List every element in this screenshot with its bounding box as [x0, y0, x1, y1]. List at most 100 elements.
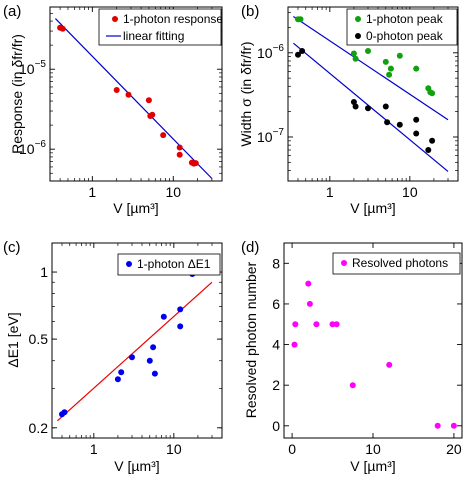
data-point [177, 323, 184, 330]
data-point [425, 147, 432, 153]
y-tick-label: 2 [272, 377, 280, 393]
x-tick-label: 0 [288, 441, 296, 457]
data-point [429, 90, 436, 97]
data-point [396, 52, 403, 59]
legend-marker [341, 260, 347, 266]
data-point [382, 103, 389, 110]
legend-marker [355, 16, 361, 22]
y-tick-label: 0.2 [29, 420, 49, 436]
legend-marker [112, 16, 118, 22]
y-axis-label-c: ΔE1 [eV] [5, 312, 21, 367]
data-point [386, 71, 393, 78]
plot-frame-b [287, 6, 459, 182]
plot-frame-a [49, 6, 223, 182]
data-point [313, 321, 320, 328]
panel-label-d: (d) [241, 239, 259, 256]
data-point [365, 48, 371, 54]
data-point [429, 137, 436, 144]
y-tick-label: 8 [272, 255, 280, 271]
data-point [387, 65, 394, 72]
data-point [150, 344, 157, 351]
data-point [384, 119, 391, 126]
legend-label: 1-photon ΔE1 [137, 257, 211, 271]
y-tick-label: 0.5 [29, 331, 49, 347]
data-point [59, 25, 66, 32]
data-point [61, 409, 68, 416]
y-tick-label: 4 [272, 337, 280, 353]
data-point [352, 55, 359, 62]
legend-a: 1-photon response linear fitting [98, 8, 223, 46]
data-point [396, 121, 403, 128]
legend-label: Resolved photons [352, 256, 448, 270]
fit-line [54, 18, 213, 179]
x-tick-label: 10 [365, 441, 381, 457]
data-point [450, 422, 457, 429]
data-point [146, 357, 153, 364]
data-point [292, 321, 299, 328]
x-axis-label-b: V [µm³] [350, 200, 395, 216]
x-axis-label-c: V [µm³] [114, 458, 159, 474]
data-point [349, 382, 356, 389]
data-point [434, 422, 441, 429]
panel-label-b: (b) [241, 3, 259, 20]
plot-frame-d [283, 242, 463, 439]
data-point [413, 116, 420, 123]
data-point [177, 306, 184, 313]
data-point [295, 51, 301, 58]
x-axis-label-a: V [µm³] [113, 200, 158, 216]
data-point [125, 91, 132, 98]
data-point [413, 130, 420, 137]
data-point [329, 321, 336, 328]
x-tick-label: 1 [88, 184, 96, 200]
x-tick-label: 10 [166, 441, 182, 457]
panel-label-c: (c) [3, 239, 21, 256]
data-point [413, 65, 420, 72]
y-axis-label-d: Resolved photon number [243, 261, 259, 418]
data-point [382, 58, 389, 65]
legend-marker [355, 33, 361, 39]
data-point [291, 341, 298, 348]
fit-line [293, 16, 449, 121]
plot-frame-c [51, 242, 223, 439]
data-point [176, 151, 183, 158]
x-tick-label: 10 [165, 184, 181, 200]
legend-label: linear fitting [123, 29, 184, 43]
data-point [386, 361, 393, 368]
data-point [350, 99, 357, 105]
data-point [160, 132, 167, 139]
legend-label: 0-photon peak [366, 29, 444, 43]
legend-d: Resolved photons [332, 252, 461, 275]
y-tick-label: 6 [272, 296, 280, 312]
x-tick-label: 1 [90, 441, 98, 457]
y-axis-label-a: Response (in δfr/fr) [9, 34, 25, 154]
data-point [299, 48, 306, 54]
x-tick-label: 10 [402, 184, 418, 200]
y-axis-label-b: Width σ (in δfr/fr) [238, 41, 254, 146]
legend-marker [126, 261, 132, 267]
data-point [145, 97, 152, 104]
data-point [192, 160, 199, 167]
data-point [129, 354, 135, 361]
data-point [113, 87, 120, 93]
legend-label: 1-photon peak [366, 12, 444, 26]
x-axis-label-d: V [µm³] [350, 458, 395, 474]
data-point [306, 300, 313, 307]
data-point [365, 105, 371, 112]
data-point [114, 376, 121, 383]
x-tick-label: 20 [446, 441, 462, 457]
legend-b: 1-photon peak 0-photon peak [346, 8, 458, 46]
data-point [160, 313, 167, 320]
data-point [118, 369, 125, 376]
data-point [333, 321, 340, 328]
data-point [176, 144, 183, 151]
data-point [149, 111, 156, 118]
legend-label: 1-photon response [123, 12, 223, 26]
data-point [352, 103, 359, 110]
panel-label-a: (a) [3, 3, 21, 20]
data-point [305, 280, 312, 287]
data-point [297, 16, 304, 23]
